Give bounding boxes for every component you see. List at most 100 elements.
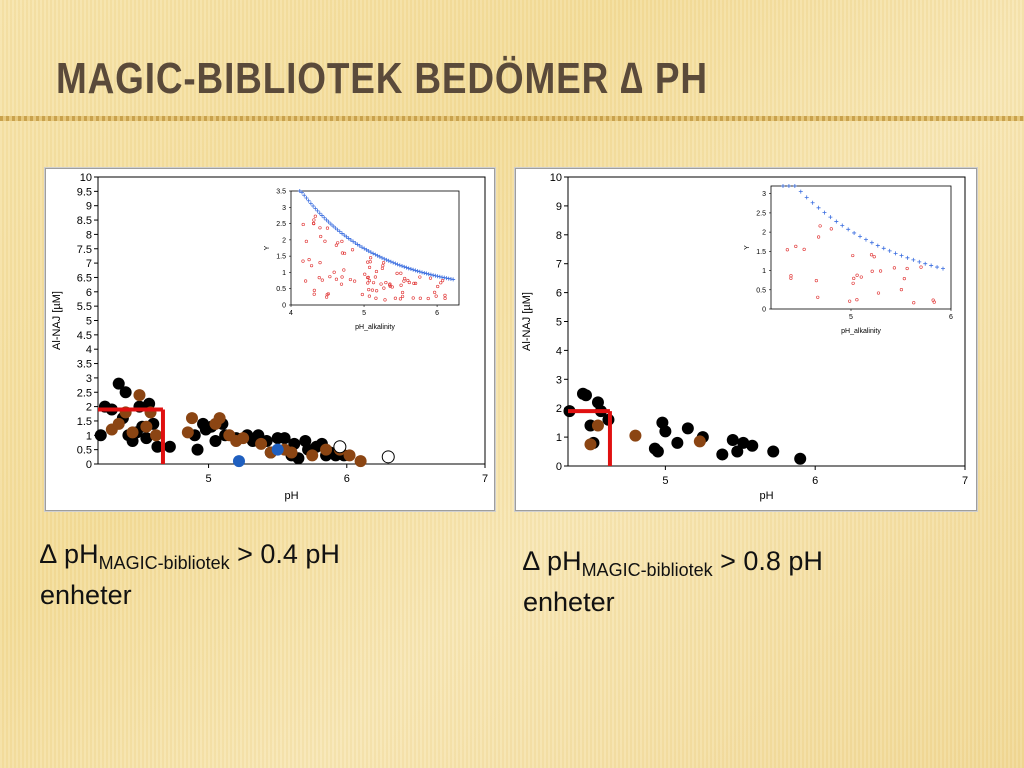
- y-tick-label: 5.5: [77, 301, 92, 313]
- x-tick-label: 6: [812, 475, 818, 487]
- y-tick-label: 8.5: [77, 215, 92, 227]
- inset-red-marker: [802, 247, 806, 252]
- inset-blue-marker: [444, 276, 449, 281]
- data-point: [716, 448, 729, 461]
- inset-red-marker: [307, 258, 311, 262]
- inset-blue-marker: [357, 243, 362, 248]
- inset-red-marker: [318, 260, 322, 265]
- inset-blue-marker: [326, 220, 331, 225]
- inset-red-marker: [406, 278, 410, 283]
- caption-ph: pH: [64, 539, 99, 569]
- inset-blue-marker: [822, 210, 827, 215]
- inset-red-marker: [919, 265, 923, 269]
- inset-red-marker: [816, 295, 820, 299]
- y-tick-label: 0: [86, 459, 92, 471]
- inset-blue-marker: [448, 277, 453, 282]
- inset-blue-marker: [852, 230, 857, 235]
- inset-red-marker: [428, 276, 433, 280]
- inset-blue-marker: [395, 262, 400, 267]
- inset-blue-marker: [417, 269, 422, 274]
- inset-red-marker: [931, 298, 935, 302]
- inset-blue-marker: [355, 242, 360, 247]
- inset-blue-marker: [364, 247, 369, 252]
- inset-blue-marker: [368, 250, 373, 255]
- inset-x-axis-label: pH_alkalinity: [841, 328, 881, 335]
- inset-blue-marker: [435, 274, 440, 279]
- inset-plot-area: [770, 185, 952, 310]
- inset-red-marker: [905, 266, 909, 271]
- inset-red-marker: [400, 290, 405, 295]
- data-point: [126, 426, 139, 439]
- inset-blue-marker: [362, 246, 367, 251]
- inset-red-marker: [367, 294, 371, 298]
- caption-left: ∆ pHMAGIC-bibliotek > 0.4 pH enheter: [40, 538, 340, 611]
- inset-red-marker: [395, 271, 399, 275]
- inset-red-marker: [325, 226, 330, 230]
- inset-blue-marker: [391, 260, 396, 265]
- inset-red-marker: [342, 268, 346, 272]
- data-point: [140, 420, 153, 433]
- y-tick-label: 9.5: [77, 186, 92, 198]
- inset-red-marker: [320, 278, 324, 282]
- inset-blue-marker: [333, 225, 338, 230]
- caption-ph: pH: [547, 546, 582, 576]
- data-point: [726, 433, 739, 446]
- inset-blue-marker: [442, 275, 447, 280]
- inset-red-marker: [334, 243, 338, 247]
- inset-red-marker: [433, 290, 437, 294]
- inset-blue-marker: [297, 189, 302, 193]
- inset-red-marker: [312, 292, 316, 296]
- y-tick-label: 6.5: [77, 272, 92, 284]
- inset-red-marker: [852, 276, 856, 280]
- y-tick-label: 3.5: [77, 359, 92, 371]
- inset-red-marker: [443, 296, 447, 300]
- inset-blue-marker: [366, 249, 371, 254]
- data-point: [671, 436, 684, 449]
- inset-red-marker: [340, 275, 344, 279]
- inset-blue-marker: [388, 259, 393, 264]
- inset-red-marker: [334, 277, 339, 281]
- inset-y-tick-label: 1.5: [756, 249, 766, 256]
- y-tick-label: 6: [556, 288, 562, 300]
- inset-red-marker: [892, 266, 896, 270]
- inset-blue-marker: [342, 233, 347, 238]
- inset-red-marker: [426, 296, 430, 301]
- y-tick-label: 7: [556, 259, 562, 271]
- inset-blue-marker: [869, 240, 874, 245]
- inset-blue-marker: [935, 265, 940, 270]
- inset-blue-marker: [308, 201, 313, 206]
- inset-red-marker: [902, 277, 906, 281]
- data-point: [191, 443, 204, 456]
- inset-blue-marker: [335, 227, 340, 232]
- data-point: [767, 445, 780, 458]
- inset-red-marker: [348, 277, 353, 282]
- y-tick-label: 9: [86, 201, 92, 213]
- inset-blue-marker: [424, 271, 429, 276]
- data-point: [629, 429, 642, 442]
- inset-blue-marker: [446, 276, 451, 281]
- y-tick-label: 1.5: [77, 416, 92, 428]
- inset-red-marker: [381, 261, 386, 265]
- inset-blue-marker: [792, 184, 797, 188]
- inset-red-marker: [418, 296, 422, 300]
- data-point: [746, 439, 759, 452]
- inset-blue-marker: [302, 193, 307, 198]
- inset-y-axis-label: Y: [744, 245, 751, 250]
- data-point: [237, 432, 250, 445]
- x-axis-label: pH: [284, 490, 298, 502]
- inset-blue-marker: [382, 256, 387, 261]
- inset-red-marker: [317, 276, 321, 280]
- inset-blue-marker: [858, 234, 863, 239]
- y-tick-label: 3: [86, 373, 92, 385]
- data-point: [343, 449, 356, 462]
- inset-red-marker: [336, 241, 340, 245]
- inset-red-marker: [367, 279, 372, 283]
- inset-red-marker: [436, 284, 440, 289]
- inset-red-marker: [353, 279, 357, 283]
- inset-blue-marker: [433, 273, 438, 278]
- inset-red-marker: [342, 251, 347, 255]
- inset-x-tick-label: 5: [849, 314, 853, 321]
- delta-symbol: ∆: [40, 539, 57, 569]
- inset-red-marker: [366, 281, 370, 285]
- inset-red-marker: [876, 291, 881, 295]
